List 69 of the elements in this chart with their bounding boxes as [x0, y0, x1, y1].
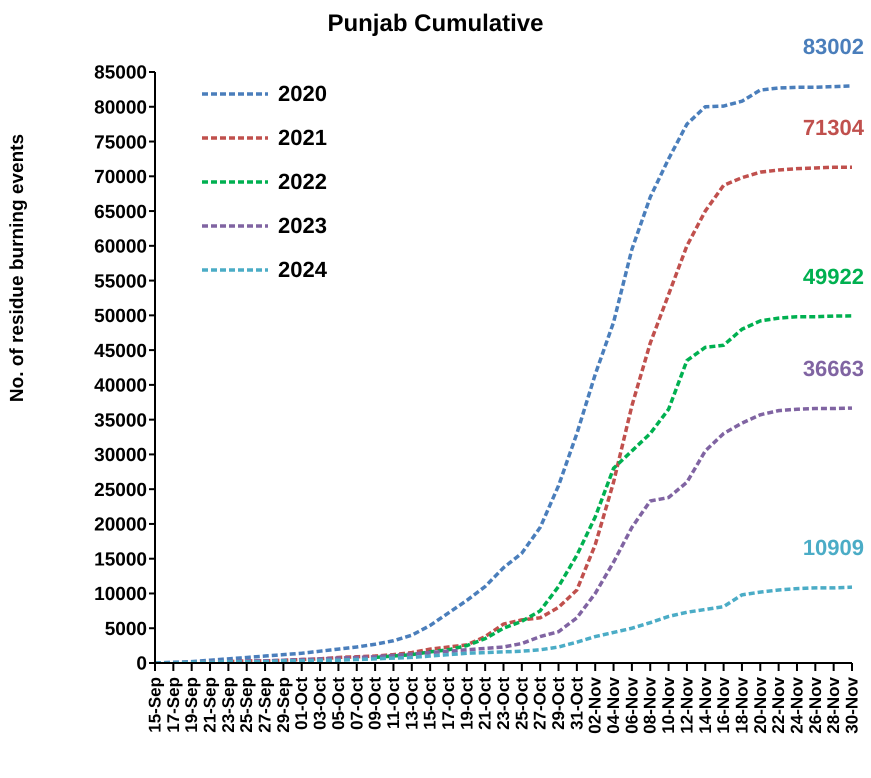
- y-tick-label: 10000: [94, 584, 147, 606]
- y-axis-title: No. of residue burning events: [7, 134, 29, 402]
- y-tick-label: 15000: [94, 549, 147, 570]
- data-label: 10909: [802, 535, 864, 560]
- y-tick-label: 50000: [94, 306, 147, 328]
- legend-label: 2022: [278, 169, 327, 195]
- y-tick-label: 65000: [94, 202, 147, 223]
- y-tick-label: 20000: [94, 514, 147, 536]
- x-tick-label: 09-Oct: [366, 676, 385, 730]
- x-tick-label: 08-Nov: [640, 676, 660, 734]
- chart-title: Punjab Cumulative: [327, 10, 544, 37]
- y-tick-label: 45000: [94, 340, 147, 362]
- x-tick-label: 25-Sep: [237, 677, 256, 733]
- x-tick-label: 16-Nov: [714, 676, 734, 734]
- x-tick-label: 19-Sep: [182, 677, 202, 733]
- x-tick-label: 29-Oct: [549, 676, 568, 730]
- x-tick-label: 23-Sep: [218, 677, 238, 733]
- x-tick-label: 07-Oct: [347, 676, 366, 730]
- y-tick-label: 70000: [94, 167, 147, 188]
- x-tick-label: 21-Oct: [476, 676, 495, 730]
- x-tick-label: 20-Nov: [750, 676, 770, 734]
- y-tick-label: 75000: [94, 132, 147, 154]
- x-tick-label: 17-Sep: [164, 677, 183, 733]
- x-tick-label: 04-Nov: [604, 676, 624, 734]
- x-tick-label: 11-Oct: [384, 676, 403, 729]
- x-tick-label: 14-Nov: [696, 676, 715, 734]
- x-tick-label: 13-Oct: [402, 676, 422, 730]
- x-tick-label: 06-Nov: [622, 676, 642, 734]
- x-tick-label: 19-Oct: [457, 676, 476, 730]
- y-tick-label: 60000: [94, 236, 147, 258]
- x-tick-label: 22-Nov: [769, 676, 788, 734]
- y-tick-label: 40000: [94, 376, 147, 397]
- y-tick-label: 55000: [94, 271, 147, 292]
- x-tick-label: 25-Oct: [512, 676, 532, 730]
- y-tick-label: 80000: [94, 98, 147, 119]
- y-tick-label: 5000: [104, 618, 147, 640]
- y-tick-label: 25000: [94, 480, 147, 501]
- x-tick-label: 31-Oct: [567, 676, 586, 730]
- legend-label: 2021: [278, 125, 327, 151]
- x-tick-label: 28-Nov: [824, 676, 844, 734]
- legend-label: 2020: [278, 81, 327, 107]
- x-tick-label: 30-Nov: [842, 676, 862, 734]
- x-tick-label: 10-Nov: [659, 676, 678, 734]
- x-tick-label: 23-Oct: [494, 676, 513, 730]
- x-tick-label: 26-Nov: [806, 676, 825, 734]
- data-label: 36663: [802, 356, 864, 382]
- x-tick-label: 15-Oct: [420, 676, 440, 730]
- y-tick-label: 0: [136, 654, 147, 675]
- data-label: 49922: [802, 264, 864, 289]
- x-tick-label: 18-Nov: [732, 676, 752, 734]
- y-tick-label: 30000: [94, 445, 147, 466]
- x-tick-label: 01-Oct: [292, 676, 312, 730]
- legend-label: 2023: [278, 213, 327, 239]
- x-tick-label: 24-Nov: [787, 676, 806, 734]
- x-tick-label: 17-Oct: [438, 676, 458, 730]
- x-tick-label: 15-Sep: [146, 677, 164, 733]
- x-tick-label: 29-Sep: [274, 677, 293, 733]
- data-label: 83002: [802, 34, 864, 59]
- legend-label: 2024: [278, 257, 327, 283]
- x-tick-label: 27-Sep: [256, 677, 275, 733]
- data-label: 71304: [802, 115, 865, 140]
- y-tick-label: 85000: [94, 62, 147, 84]
- y-tick-label: 35000: [94, 410, 147, 432]
- x-tick-label: 21-Sep: [200, 677, 220, 733]
- x-tick-label: 27-Oct: [530, 676, 550, 730]
- x-tick-label: 12-Nov: [677, 676, 696, 734]
- x-tick-label: 02-Nov: [586, 676, 605, 734]
- x-tick-label: 03-Oct: [310, 676, 330, 730]
- x-tick-label: 05-Oct: [328, 676, 348, 730]
